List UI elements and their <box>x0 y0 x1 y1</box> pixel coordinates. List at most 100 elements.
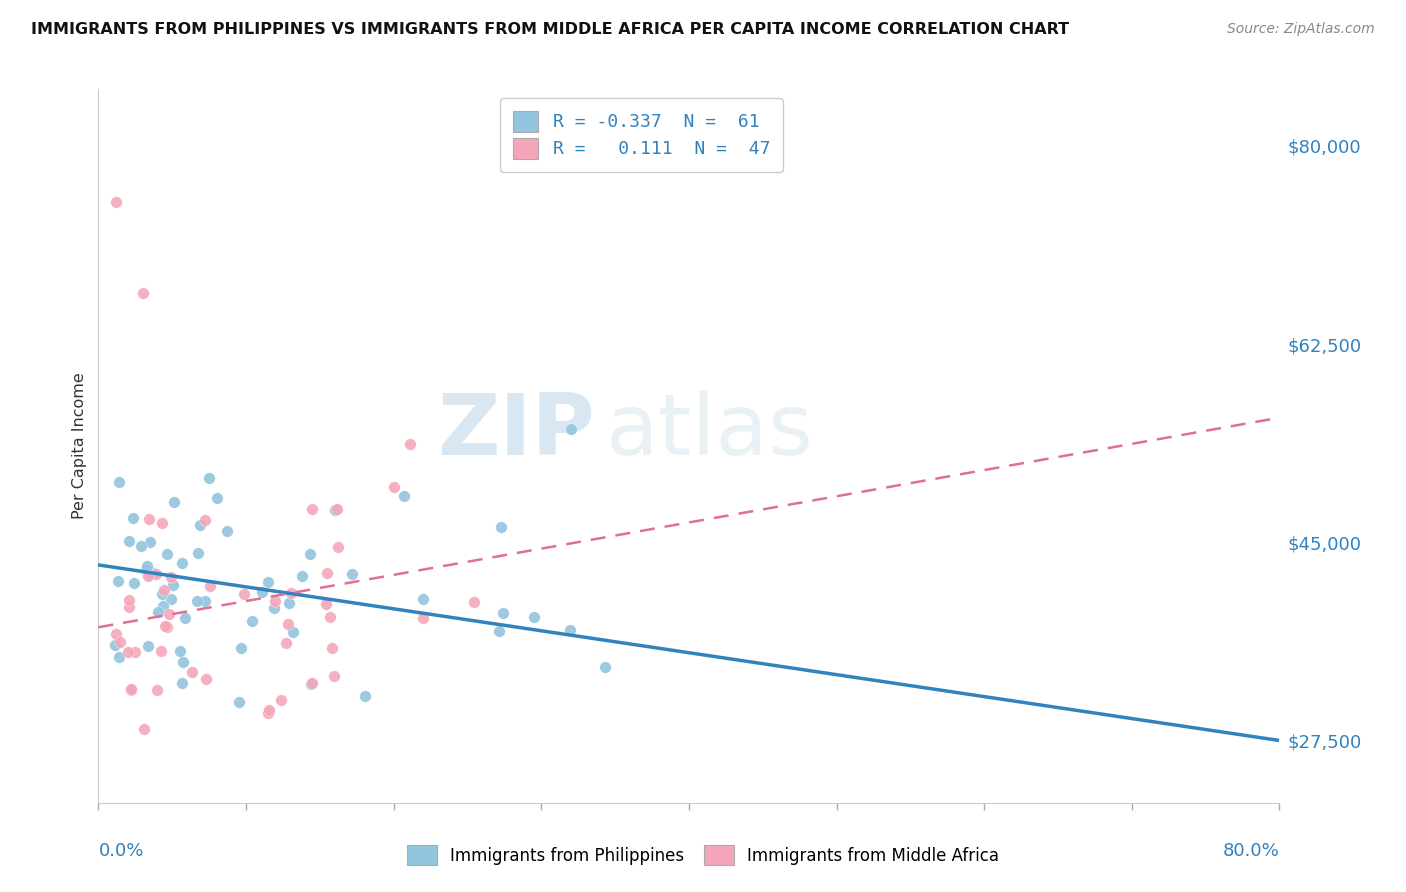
Point <box>323 669 346 683</box>
Point <box>194 594 217 608</box>
Point <box>152 599 174 614</box>
Point <box>193 513 215 527</box>
Point <box>181 665 204 679</box>
Point <box>301 675 323 690</box>
Point <box>156 620 179 634</box>
Point <box>200 579 222 593</box>
Point <box>342 566 364 581</box>
Point <box>138 511 160 525</box>
Point <box>105 195 128 210</box>
Point <box>593 660 616 674</box>
Point <box>136 639 159 653</box>
Point <box>277 617 299 632</box>
Point <box>118 534 141 549</box>
Point <box>382 479 405 493</box>
Point <box>319 609 342 624</box>
Point <box>145 567 167 582</box>
Point <box>257 706 280 720</box>
Point <box>259 703 281 717</box>
Point <box>174 611 197 625</box>
Point <box>117 644 139 658</box>
Point <box>257 575 280 590</box>
Point <box>228 695 250 709</box>
Point <box>132 286 155 301</box>
Point <box>315 597 337 611</box>
Point <box>280 586 302 600</box>
Point <box>139 535 162 549</box>
Point <box>136 569 159 583</box>
Point <box>159 570 181 584</box>
Point <box>134 722 156 736</box>
Point <box>104 638 127 652</box>
Point <box>153 618 176 632</box>
Point <box>162 577 184 591</box>
Legend: Immigrants from Philippines, Immigrants from Middle Africa: Immigrants from Philippines, Immigrants … <box>398 837 1008 873</box>
Text: 0.0%: 0.0% <box>98 842 143 860</box>
Point <box>205 491 228 506</box>
Point <box>172 655 194 669</box>
Point <box>392 489 415 503</box>
Point <box>523 609 546 624</box>
Point <box>323 503 346 517</box>
Point <box>118 592 141 607</box>
Point <box>270 693 292 707</box>
Point <box>105 626 128 640</box>
Point <box>129 539 152 553</box>
Point <box>122 511 145 525</box>
Point <box>198 471 221 485</box>
Point <box>299 676 322 690</box>
Point <box>153 582 176 597</box>
Point <box>187 545 209 559</box>
Point <box>492 606 515 620</box>
Point <box>354 690 377 704</box>
Point <box>120 682 142 697</box>
Point <box>560 422 582 436</box>
Point <box>142 566 165 580</box>
Y-axis label: Per Capita Income: Per Capita Income <box>72 373 87 519</box>
Point <box>250 584 273 599</box>
Point <box>124 645 146 659</box>
Point <box>299 547 322 561</box>
Point <box>118 600 141 615</box>
Point <box>150 516 173 530</box>
Point <box>190 518 212 533</box>
Point <box>264 594 287 608</box>
Point <box>107 650 129 665</box>
Point <box>107 574 129 589</box>
Point <box>155 547 177 561</box>
Point <box>149 644 172 658</box>
Point <box>169 644 191 658</box>
Point <box>412 611 434 625</box>
Point <box>560 623 582 637</box>
Point <box>108 475 131 489</box>
Text: 80.0%: 80.0% <box>1223 842 1279 860</box>
Point <box>124 575 146 590</box>
Point <box>159 592 181 607</box>
Point <box>186 594 208 608</box>
Point <box>398 437 420 451</box>
Point <box>491 520 513 534</box>
Point <box>316 566 339 580</box>
Point <box>139 566 162 580</box>
Point <box>170 557 193 571</box>
Point <box>274 636 297 650</box>
Point <box>240 615 263 629</box>
Text: IMMIGRANTS FROM PHILIPPINES VS IMMIGRANTS FROM MIDDLE AFRICA PER CAPITA INCOME C: IMMIGRANTS FROM PHILIPPINES VS IMMIGRANT… <box>31 22 1069 37</box>
Text: ZIP: ZIP <box>437 390 595 474</box>
Point <box>488 624 510 639</box>
Point <box>146 682 169 697</box>
Point <box>463 595 485 609</box>
Point <box>263 600 285 615</box>
Text: atlas: atlas <box>606 390 814 474</box>
Point <box>108 635 131 649</box>
Point <box>232 587 254 601</box>
Point <box>120 682 142 697</box>
Point <box>170 675 193 690</box>
Point <box>301 502 323 516</box>
Point <box>215 524 238 538</box>
Point <box>412 592 434 607</box>
Point <box>135 563 157 577</box>
Point <box>157 607 180 621</box>
Point <box>194 672 217 686</box>
Legend: R = -0.337  N =  61, R =   0.111  N =  47: R = -0.337 N = 61, R = 0.111 N = 47 <box>501 98 783 171</box>
